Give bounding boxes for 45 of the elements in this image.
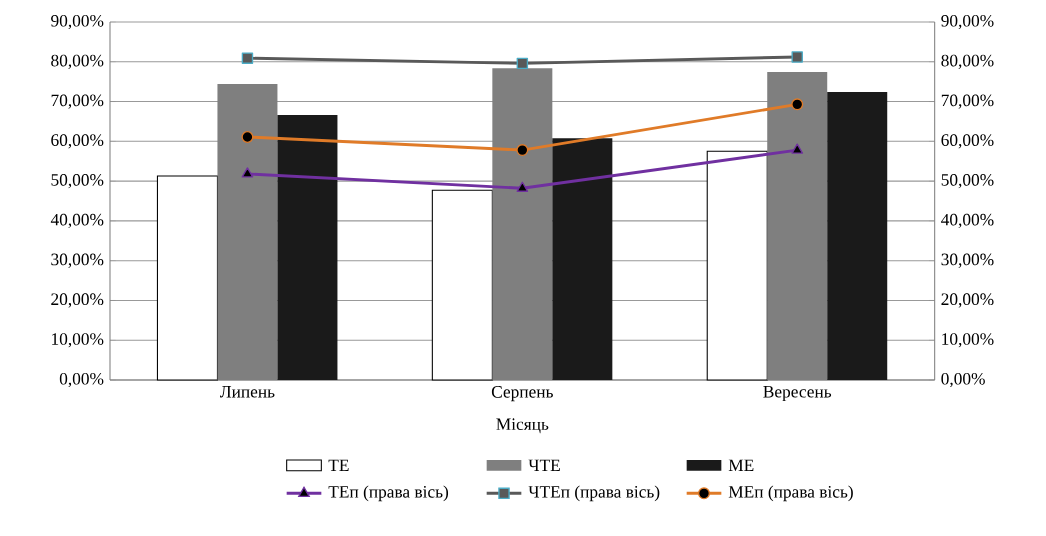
- y-tick-label: 30,00%: [51, 253, 104, 268]
- point: [241, 52, 254, 64]
- point: [791, 98, 804, 111]
- y-tick-label: 80,00%: [51, 54, 104, 69]
- y-tick-label: 20,00%: [51, 293, 104, 308]
- y-tick-label: 10,00%: [52, 333, 104, 348]
- y-tick-label: 60,00%: [51, 134, 104, 149]
- x-tick-label: Серпень: [491, 386, 553, 402]
- legend-label: ЧТЕ: [528, 459, 560, 472]
- legend-label: МЕ: [728, 459, 754, 472]
- y-tick-label: 70,00%: [51, 94, 104, 109]
- legend-label: ЧТЕп (права вісь): [528, 485, 660, 502]
- point: [516, 57, 529, 70]
- y-tick-label: 40,00%: [50, 213, 104, 228]
- bar: [827, 92, 888, 380]
- y2-tick-label: 60,00%: [941, 134, 994, 149]
- point: [516, 144, 529, 157]
- x-tick-label: Липень: [220, 386, 275, 398]
- y2-tick-label: 40,00%: [941, 213, 994, 228]
- bar: [277, 115, 338, 380]
- point: [791, 51, 803, 63]
- legend-label: ТЕп (права вісь): [328, 485, 449, 502]
- y-tick-label: 50,00%: [51, 174, 104, 189]
- x-axis-title: Місяць: [496, 418, 549, 434]
- legend-label: МЕп (права вісь): [728, 485, 853, 502]
- y2-tick-label: 20,00%: [941, 293, 994, 308]
- y-tick-label: 90,00%: [51, 14, 104, 30]
- y2-tick-label: 30,00%: [941, 253, 994, 268]
- y2-tick-label: 0,00%: [941, 372, 985, 388]
- point: [516, 181, 529, 192]
- bar: [156, 175, 218, 381]
- point: [791, 143, 804, 154]
- y-tick-label: 0,00%: [59, 372, 104, 388]
- y2-tick-label: 10,00%: [942, 333, 994, 348]
- point: [241, 130, 254, 143]
- bar: [706, 150, 768, 381]
- bar: [552, 138, 613, 380]
- y2-tick-label: 80,00%: [941, 54, 994, 69]
- point: [241, 167, 254, 178]
- y2-tick-label: 90,00%: [941, 14, 994, 30]
- y2-tick-label: 50,00%: [941, 174, 994, 189]
- legend-label: ТЕ: [328, 459, 349, 472]
- y2-tick-label: 70,00%: [941, 94, 994, 109]
- x-tick-label: Вересень: [763, 386, 832, 402]
- bar: [431, 189, 493, 381]
